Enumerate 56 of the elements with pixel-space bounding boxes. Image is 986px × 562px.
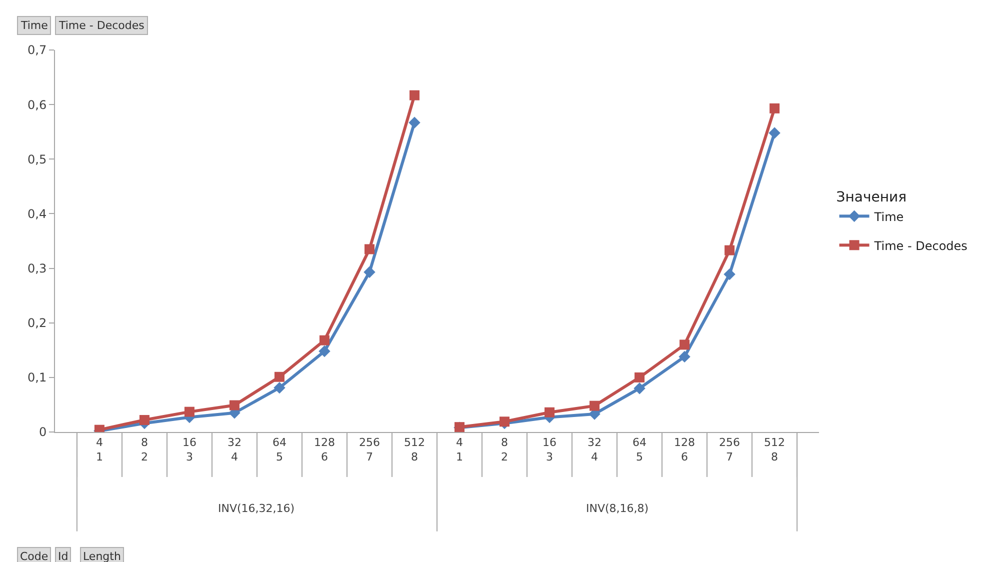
point xyxy=(318,345,330,358)
x-tick-label: 32 4 xyxy=(588,436,602,464)
x-tick-label: 128 6 xyxy=(314,436,335,464)
point xyxy=(184,406,194,417)
point xyxy=(364,266,376,278)
x-tick-label: 8 2 xyxy=(501,436,508,464)
x-tick-label: 8 2 xyxy=(140,436,148,464)
x-tick-label: 256 7 xyxy=(719,436,740,464)
legend-label: Time xyxy=(873,210,904,224)
x-tick-label: 16 3 xyxy=(182,436,196,464)
point xyxy=(410,90,420,100)
x-tick-label: 4 1 xyxy=(456,436,463,464)
text: Time - Decodes xyxy=(58,19,145,32)
point xyxy=(139,414,150,425)
y-tick-label: 0 xyxy=(38,425,47,440)
y-tick-label: 0,1 xyxy=(28,370,47,385)
x-tick-label: 512 8 xyxy=(764,436,786,464)
point xyxy=(319,335,330,346)
legend-title: Значения xyxy=(836,190,907,206)
y-tick-label: 0,5 xyxy=(28,152,47,166)
point xyxy=(229,400,240,410)
point xyxy=(634,382,646,394)
point xyxy=(544,407,555,418)
point xyxy=(724,268,736,280)
x-tick-label: 128 6 xyxy=(674,436,696,464)
text: INV(8,16,8) xyxy=(586,502,649,515)
x-tick-label: 256 7 xyxy=(358,436,380,464)
y-tick-label: 0,7 xyxy=(28,43,47,58)
text: INV(16,32,16) xyxy=(218,502,295,515)
y-tick-label: 0,4 xyxy=(28,206,47,221)
x-tick-label: 64 5 xyxy=(272,436,286,464)
text: Code xyxy=(20,550,48,562)
text: Time xyxy=(20,19,48,32)
text: Id xyxy=(58,550,68,562)
point xyxy=(724,245,735,256)
point xyxy=(500,416,510,427)
point xyxy=(768,127,780,139)
point xyxy=(364,244,374,254)
y-tick-label: 0,2 xyxy=(28,316,47,330)
x-tick-label: 64 5 xyxy=(632,436,647,464)
y-tick-label: 0,6 xyxy=(28,98,47,112)
text: Length xyxy=(83,550,121,562)
x-tick-label: 512 8 xyxy=(404,436,425,464)
point xyxy=(634,372,645,382)
point xyxy=(590,400,600,411)
point xyxy=(680,340,690,350)
point xyxy=(678,350,690,363)
point xyxy=(770,103,780,114)
x-tick-label: 32 4 xyxy=(227,436,242,464)
legend-label: Time - Decodes xyxy=(873,238,968,253)
x-tick-label: 16 3 xyxy=(542,436,557,464)
point xyxy=(274,372,284,382)
point xyxy=(274,382,286,394)
y-tick-label: 0,3 xyxy=(28,261,47,276)
point xyxy=(408,116,420,128)
x-tick-label: 4 1 xyxy=(96,436,103,464)
